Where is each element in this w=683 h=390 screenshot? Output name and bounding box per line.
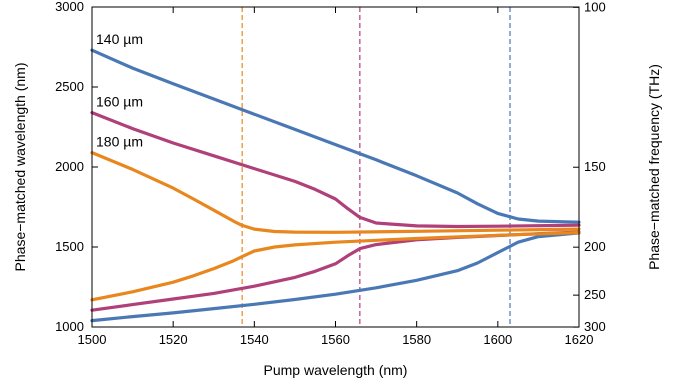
y-tick-label: 1000: [55, 319, 84, 334]
x-tick-label: 1620: [565, 332, 594, 347]
x-tick-label: 1560: [321, 332, 350, 347]
series-0: [90, 48, 581, 323]
y-tick-label: 3000: [55, 0, 84, 14]
series-2: [90, 151, 581, 302]
series-label: 140 µm: [96, 31, 143, 47]
y-axis-title: Phase−matched wavelength (nm): [12, 63, 28, 272]
x-tick-label: 1520: [159, 332, 188, 347]
x-tick-label: 1500: [78, 332, 107, 347]
series-label: 180 µm: [96, 134, 143, 150]
y-tick-label: 2500: [55, 79, 84, 94]
x-tick-label: 1540: [240, 332, 269, 347]
series-label: 160 µm: [96, 94, 143, 110]
x-tick-label: 1580: [402, 332, 431, 347]
vertical-marker-lines: [241, 7, 511, 327]
series-lower-branch: [90, 230, 581, 312]
y-tick-label: 1500: [55, 239, 84, 254]
y2-axis-title: Phase−matched frequency (THz): [646, 64, 662, 270]
series-lower-branch: [90, 231, 581, 323]
y2-tick-label: 200: [584, 239, 606, 254]
axis-labels: Pump wavelength (nm) Phase−matched wavele…: [12, 31, 662, 378]
series-1: [90, 111, 581, 312]
series-upper-branch: [90, 48, 581, 224]
series-curves: [90, 48, 581, 323]
y2-tick-label: 250: [584, 287, 606, 302]
y-tick-label: 2000: [55, 159, 84, 174]
series-lower-branch: [90, 231, 581, 302]
y2-tick-label: 100: [584, 0, 606, 14]
series-upper-branch: [90, 151, 581, 234]
x-tick-label: 1600: [483, 332, 512, 347]
axis-ticks: 1500 1520 1540 1560 1580 1600 1620100015002000…: [55, 0, 606, 347]
y2-tick-label: 300: [584, 319, 606, 334]
x-axis-title: Pump wavelength (nm): [264, 362, 408, 378]
series-upper-branch: [90, 111, 581, 229]
plot-frame: [91, 6, 580, 328]
y2-tick-label: 150: [584, 159, 606, 174]
